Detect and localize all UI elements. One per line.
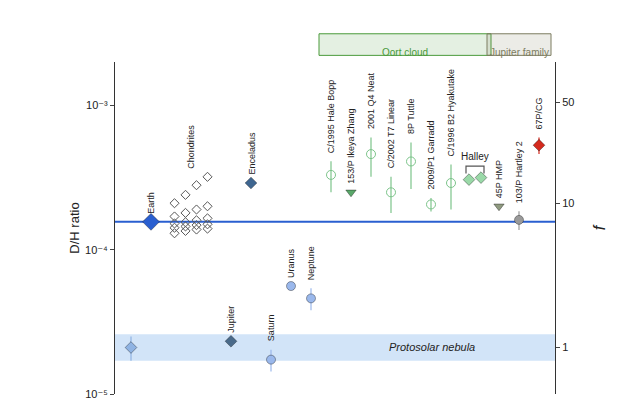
svg-text:C/1995 Hale Bopp: C/1995 Hale Bopp (326, 80, 336, 154)
svg-text:Neptune: Neptune (306, 246, 316, 280)
svg-text:153/P Ikeya Zhang: 153/P Ikeya Zhang (346, 108, 356, 183)
svg-text:Halley: Halley (461, 151, 489, 162)
svg-text:50: 50 (562, 96, 574, 108)
svg-text:f: f (591, 224, 608, 230)
svg-text:D/H ratio: D/H ratio (67, 202, 82, 253)
svg-text:8P Tuttle: 8P Tuttle (406, 99, 416, 134)
svg-text:103/P Hartley 2: 103/P Hartley 2 (514, 141, 524, 203)
svg-text:Jupiter: Jupiter (226, 306, 236, 333)
svg-text:2001 Q4 Neat: 2001 Q4 Neat (366, 72, 376, 129)
svg-text:45P HMP: 45P HMP (494, 160, 504, 198)
svg-text:67P/CG: 67P/CG (534, 97, 544, 129)
svg-text:10⁻⁵: 10⁻⁵ (85, 388, 108, 400)
svg-text:10: 10 (562, 197, 574, 209)
svg-text:Protosolar nebula: Protosolar nebula (389, 341, 475, 353)
svg-text:10⁻⁴: 10⁻⁴ (85, 244, 108, 256)
svg-text:Earth: Earth (146, 192, 156, 214)
svg-text:C/1996 B2 Hyakutake: C/1996 B2 Hyakutake (446, 69, 456, 157)
svg-text:Enceladus: Enceladus (247, 132, 257, 175)
svg-text:Saturn: Saturn (266, 315, 276, 342)
svg-text:Oort cloud: Oort cloud (382, 47, 428, 58)
svg-text:Uranus: Uranus (286, 249, 296, 279)
svg-text:C/2002 T7 Linear: C/2002 T7 Linear (386, 99, 396, 168)
svg-text:10⁻³: 10⁻³ (86, 99, 108, 111)
svg-text:2009/P1 Garradd: 2009/P1 Garradd (426, 121, 436, 190)
svg-text:Jupiter family: Jupiter family (490, 47, 549, 58)
svg-text:1: 1 (562, 341, 568, 353)
svg-text:Chondrites: Chondrites (186, 125, 196, 169)
